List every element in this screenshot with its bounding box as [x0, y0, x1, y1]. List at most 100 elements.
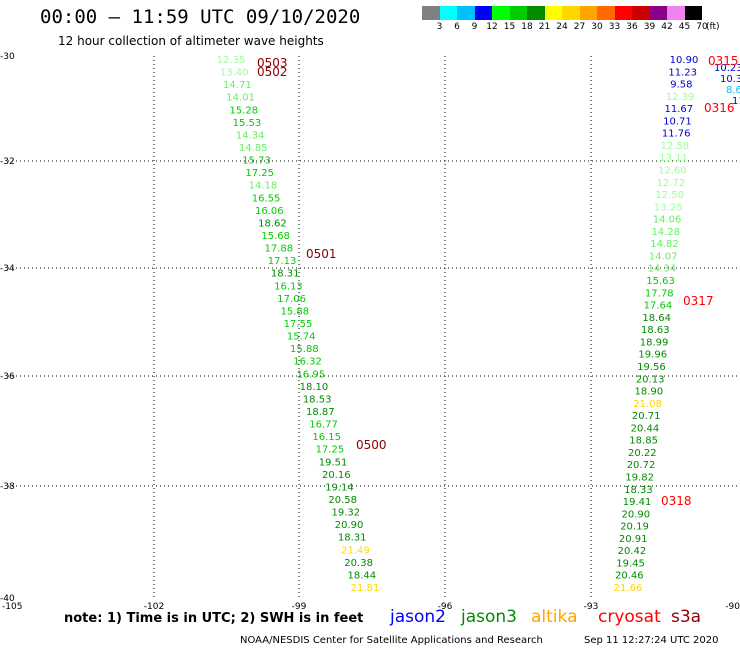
longitude-label: -93	[584, 602, 599, 610]
wave-height-value: 20.13	[636, 374, 665, 385]
wave-height-value: 20.16	[322, 470, 351, 481]
wave-height-value: 13.11	[659, 153, 688, 164]
wave-height-value: 15.63	[646, 276, 675, 287]
colorbar-swatch	[509, 6, 527, 20]
wave-height-value: 11.23	[668, 67, 697, 78]
longitude-label: -96	[438, 602, 453, 610]
wave-height-value: 13.40	[220, 68, 249, 79]
wave-height-value: 8.6	[726, 85, 740, 96]
map-title: 00:00 – 11:59 UTC 09/10/2020	[40, 6, 361, 28]
wave-height-value: 18.63	[641, 325, 670, 336]
latitude-label: -32	[0, 157, 15, 167]
wave-height-value: 15.68	[261, 231, 290, 242]
wave-height-value: 15.88	[280, 306, 309, 317]
wave-height-value: 14.18	[249, 181, 278, 192]
colorbar-swatch	[562, 6, 580, 20]
wave-height-value: 20.22	[628, 448, 657, 459]
wave-height-value: 19.96	[638, 350, 667, 361]
wave-height-value: 16.15	[312, 432, 341, 443]
wave-height-value: 17.25	[245, 168, 274, 179]
wave-height-value: 16.06	[255, 206, 284, 217]
satellite-legend-entry: jason3	[461, 607, 517, 627]
colorbar-tick-label: 39	[643, 22, 656, 32]
colorbar-swatch	[439, 6, 457, 20]
wave-height-value: 18.31	[271, 269, 300, 280]
colorbar-tick-label: 6	[454, 22, 460, 32]
colorbar-swatch	[597, 6, 615, 20]
wave-height-value: 14.34	[236, 130, 265, 141]
wave-height-value: 20.38	[344, 558, 373, 569]
wave-height-value: 19.41	[623, 497, 652, 508]
colorbar-tick-label: 24	[556, 22, 568, 32]
pass-time-label: 0317	[683, 294, 714, 308]
wave-height-value: 11.	[732, 96, 740, 107]
pass-time-label: 0315	[708, 54, 739, 68]
wave-height-value: 17.13	[268, 256, 297, 267]
wave-height-value: 20.71	[632, 411, 661, 422]
wave-height-value: 18.62	[258, 218, 287, 229]
colorbar-tick-label: 70	[696, 22, 708, 32]
map-subtitle: 12 hour collection of altimeter wave hei…	[58, 34, 324, 48]
wave-height-value: 18.85	[629, 436, 658, 447]
colorbar-swatch	[632, 6, 650, 20]
wave-height-value: 14.28	[651, 227, 680, 238]
wave-height-value: 16.95	[296, 369, 325, 380]
latitude-label: -40	[0, 594, 15, 604]
pass-time-label: 0500	[356, 438, 387, 452]
wave-height-value: 12.60	[658, 166, 687, 177]
satellite-legend-entry: altika	[531, 607, 578, 627]
colorbar-swatch	[422, 6, 440, 20]
wave-height-value: 15.88	[290, 344, 319, 355]
wave-height-value: 16.55	[252, 193, 281, 204]
colorbar-tick-label: 18	[521, 22, 533, 32]
wave-height-value: 19.14	[325, 482, 354, 493]
wave-height-value: 18.53	[303, 394, 332, 405]
pass-time-label: 0318	[661, 494, 692, 508]
wave-height-value: 9.58	[670, 80, 692, 91]
wave-height-value: 10.23	[714, 63, 740, 74]
wave-height-value: 15.74	[287, 332, 316, 343]
wave-height-value: 14.06	[653, 215, 682, 226]
latitude-label: -30	[0, 52, 15, 62]
colorbar-tick-label: 27	[573, 22, 586, 32]
wave-height-value: 17.55	[284, 319, 313, 330]
wave-height-value: 10.90	[670, 55, 699, 66]
wave-height-value: 20.58	[328, 495, 357, 506]
colorbar-tick-label: 45	[678, 22, 691, 32]
wave-height-value: 17.25	[316, 445, 345, 456]
wave-height-value: 16.77	[309, 420, 338, 431]
wave-height-value: 18.33	[624, 485, 653, 496]
satellite-legend-entry: s3a	[671, 607, 702, 627]
pass-time-label: 0316	[704, 101, 735, 115]
wave-height-value: 18.10	[300, 382, 329, 393]
wave-height-value: 20.19	[620, 522, 649, 533]
wave-height-value: 19.82	[625, 472, 654, 483]
wave-height-value: 20.91	[619, 534, 648, 545]
wave-height-value: 20.42	[618, 546, 647, 557]
longitude-label: -90	[725, 602, 740, 610]
wave-height-value: 11.67	[664, 104, 693, 115]
longitude-label: -102	[144, 602, 164, 610]
wave-height-value: 12.58	[661, 141, 690, 152]
colorbar-tick-label: 15	[503, 22, 516, 32]
wave-height-value: 17.78	[645, 288, 674, 299]
colorbar-tick-label: 30	[591, 22, 603, 32]
colorbar-tick-label: 33	[608, 22, 621, 32]
wave-height-value: 18.99	[640, 337, 669, 348]
wave-height-value: 14.01	[226, 93, 255, 104]
colorbar-swatch	[544, 6, 562, 20]
colorbar-tick-label: 21	[538, 22, 551, 32]
wave-height-value: 19.45	[616, 558, 645, 569]
wave-height-value: 10.71	[663, 116, 692, 127]
colorbar-swatch	[614, 6, 632, 20]
colorbar-tick-label: 42	[661, 22, 673, 32]
wave-height-value: 12.50	[655, 190, 684, 201]
colorbar-swatch	[474, 6, 492, 20]
wave-height-value: 17.88	[265, 244, 294, 255]
wave-height-value: 14.34	[648, 264, 677, 275]
colorbar-unit: (ft)	[706, 22, 720, 32]
colorbar-swatch	[492, 6, 510, 20]
colorbar-swatch	[684, 6, 702, 20]
agency-credit: NOAA/NESDIS Center for Satellite Applica…	[240, 635, 543, 646]
units-note: note: 1) Time is in UTC; 2) SWH is in fe…	[64, 611, 364, 626]
